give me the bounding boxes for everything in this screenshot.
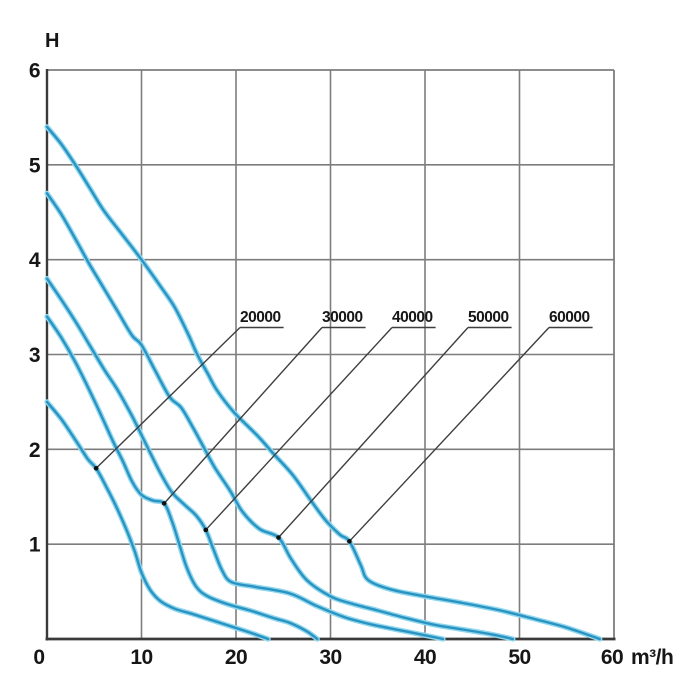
curve-40000 bbox=[45, 277, 445, 641]
leader-line-20000 bbox=[95, 326, 241, 469]
curve-label-40000: 40000 bbox=[392, 309, 433, 326]
curve-label-50000: 50000 bbox=[468, 309, 509, 326]
curves-layer bbox=[44, 124, 603, 642]
curve-30000 bbox=[45, 315, 319, 641]
y-tick-label-6: 6 bbox=[29, 60, 40, 83]
leader-dot-60000 bbox=[347, 539, 352, 544]
leader-dot-30000 bbox=[161, 501, 167, 506]
curve-60000 bbox=[45, 125, 601, 641]
y-tick-label-5: 5 bbox=[29, 154, 41, 177]
annotations-layer: 20000 30000 40000 50000 60000 bbox=[93, 309, 593, 544]
y-axis-title: H bbox=[45, 30, 59, 52]
grid-layer bbox=[45, 69, 616, 641]
curve-20000 bbox=[45, 400, 270, 641]
curve-halo-60000 bbox=[44, 124, 603, 642]
x-tick-label-50: 50 bbox=[508, 646, 530, 669]
leader-dot-40000 bbox=[203, 527, 209, 533]
y-tick-label-4: 4 bbox=[29, 249, 41, 272]
x-tick-label-0: 0 bbox=[33, 646, 44, 669]
y-tick-label-2: 2 bbox=[29, 439, 40, 462]
curve-label-30000: 30000 bbox=[322, 309, 363, 326]
x-tick-label-10: 10 bbox=[130, 646, 152, 669]
curve-halo-20000 bbox=[44, 399, 271, 642]
leader-line-60000 bbox=[348, 327, 550, 542]
y-tick-label-3: 3 bbox=[29, 344, 40, 367]
x-tick-label-60: 60 bbox=[601, 646, 623, 669]
leader-dot-50000 bbox=[276, 535, 281, 540]
leader-line-30000 bbox=[163, 327, 323, 504]
x-tick-label-30: 30 bbox=[319, 646, 341, 669]
curve-label-60000: 60000 bbox=[549, 309, 590, 326]
curve-50000 bbox=[45, 192, 515, 641]
x-tick-label-20: 20 bbox=[225, 646, 247, 669]
curve-label-20000: 20000 bbox=[240, 309, 281, 326]
leader-line-40000 bbox=[205, 327, 393, 531]
leader-dot-20000 bbox=[93, 466, 99, 471]
y-tick-label-1: 1 bbox=[29, 534, 41, 557]
x-axis-unit: m³/h bbox=[631, 646, 673, 669]
x-tick-label-40: 40 bbox=[414, 646, 436, 669]
leader-line-50000 bbox=[278, 327, 469, 538]
